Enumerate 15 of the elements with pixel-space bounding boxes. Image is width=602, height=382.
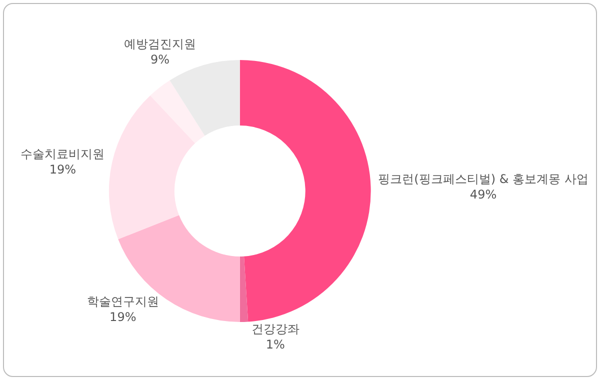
data-label: 19%	[49, 162, 76, 177]
data-label: 1%	[266, 337, 285, 352]
slice-label: 학술연구지원	[86, 294, 159, 309]
data-label: 9%	[150, 52, 170, 66]
donut-slice	[108, 96, 196, 240]
slice-label: 예방검진지원	[124, 36, 196, 51]
data-label: 19%	[110, 310, 136, 324]
donut-slice	[170, 60, 240, 136]
donut-slice	[240, 60, 371, 322]
data-label: 49%	[470, 188, 497, 202]
slice-label: 건강강좌	[251, 322, 300, 336]
slice-label: 수술치료비지원	[20, 146, 105, 161]
donut-slice	[240, 256, 248, 322]
slice-label: 핑크런(핑크페스티벌) & 홍보계몽 사업	[378, 172, 588, 186]
donut-slice	[150, 80, 205, 144]
